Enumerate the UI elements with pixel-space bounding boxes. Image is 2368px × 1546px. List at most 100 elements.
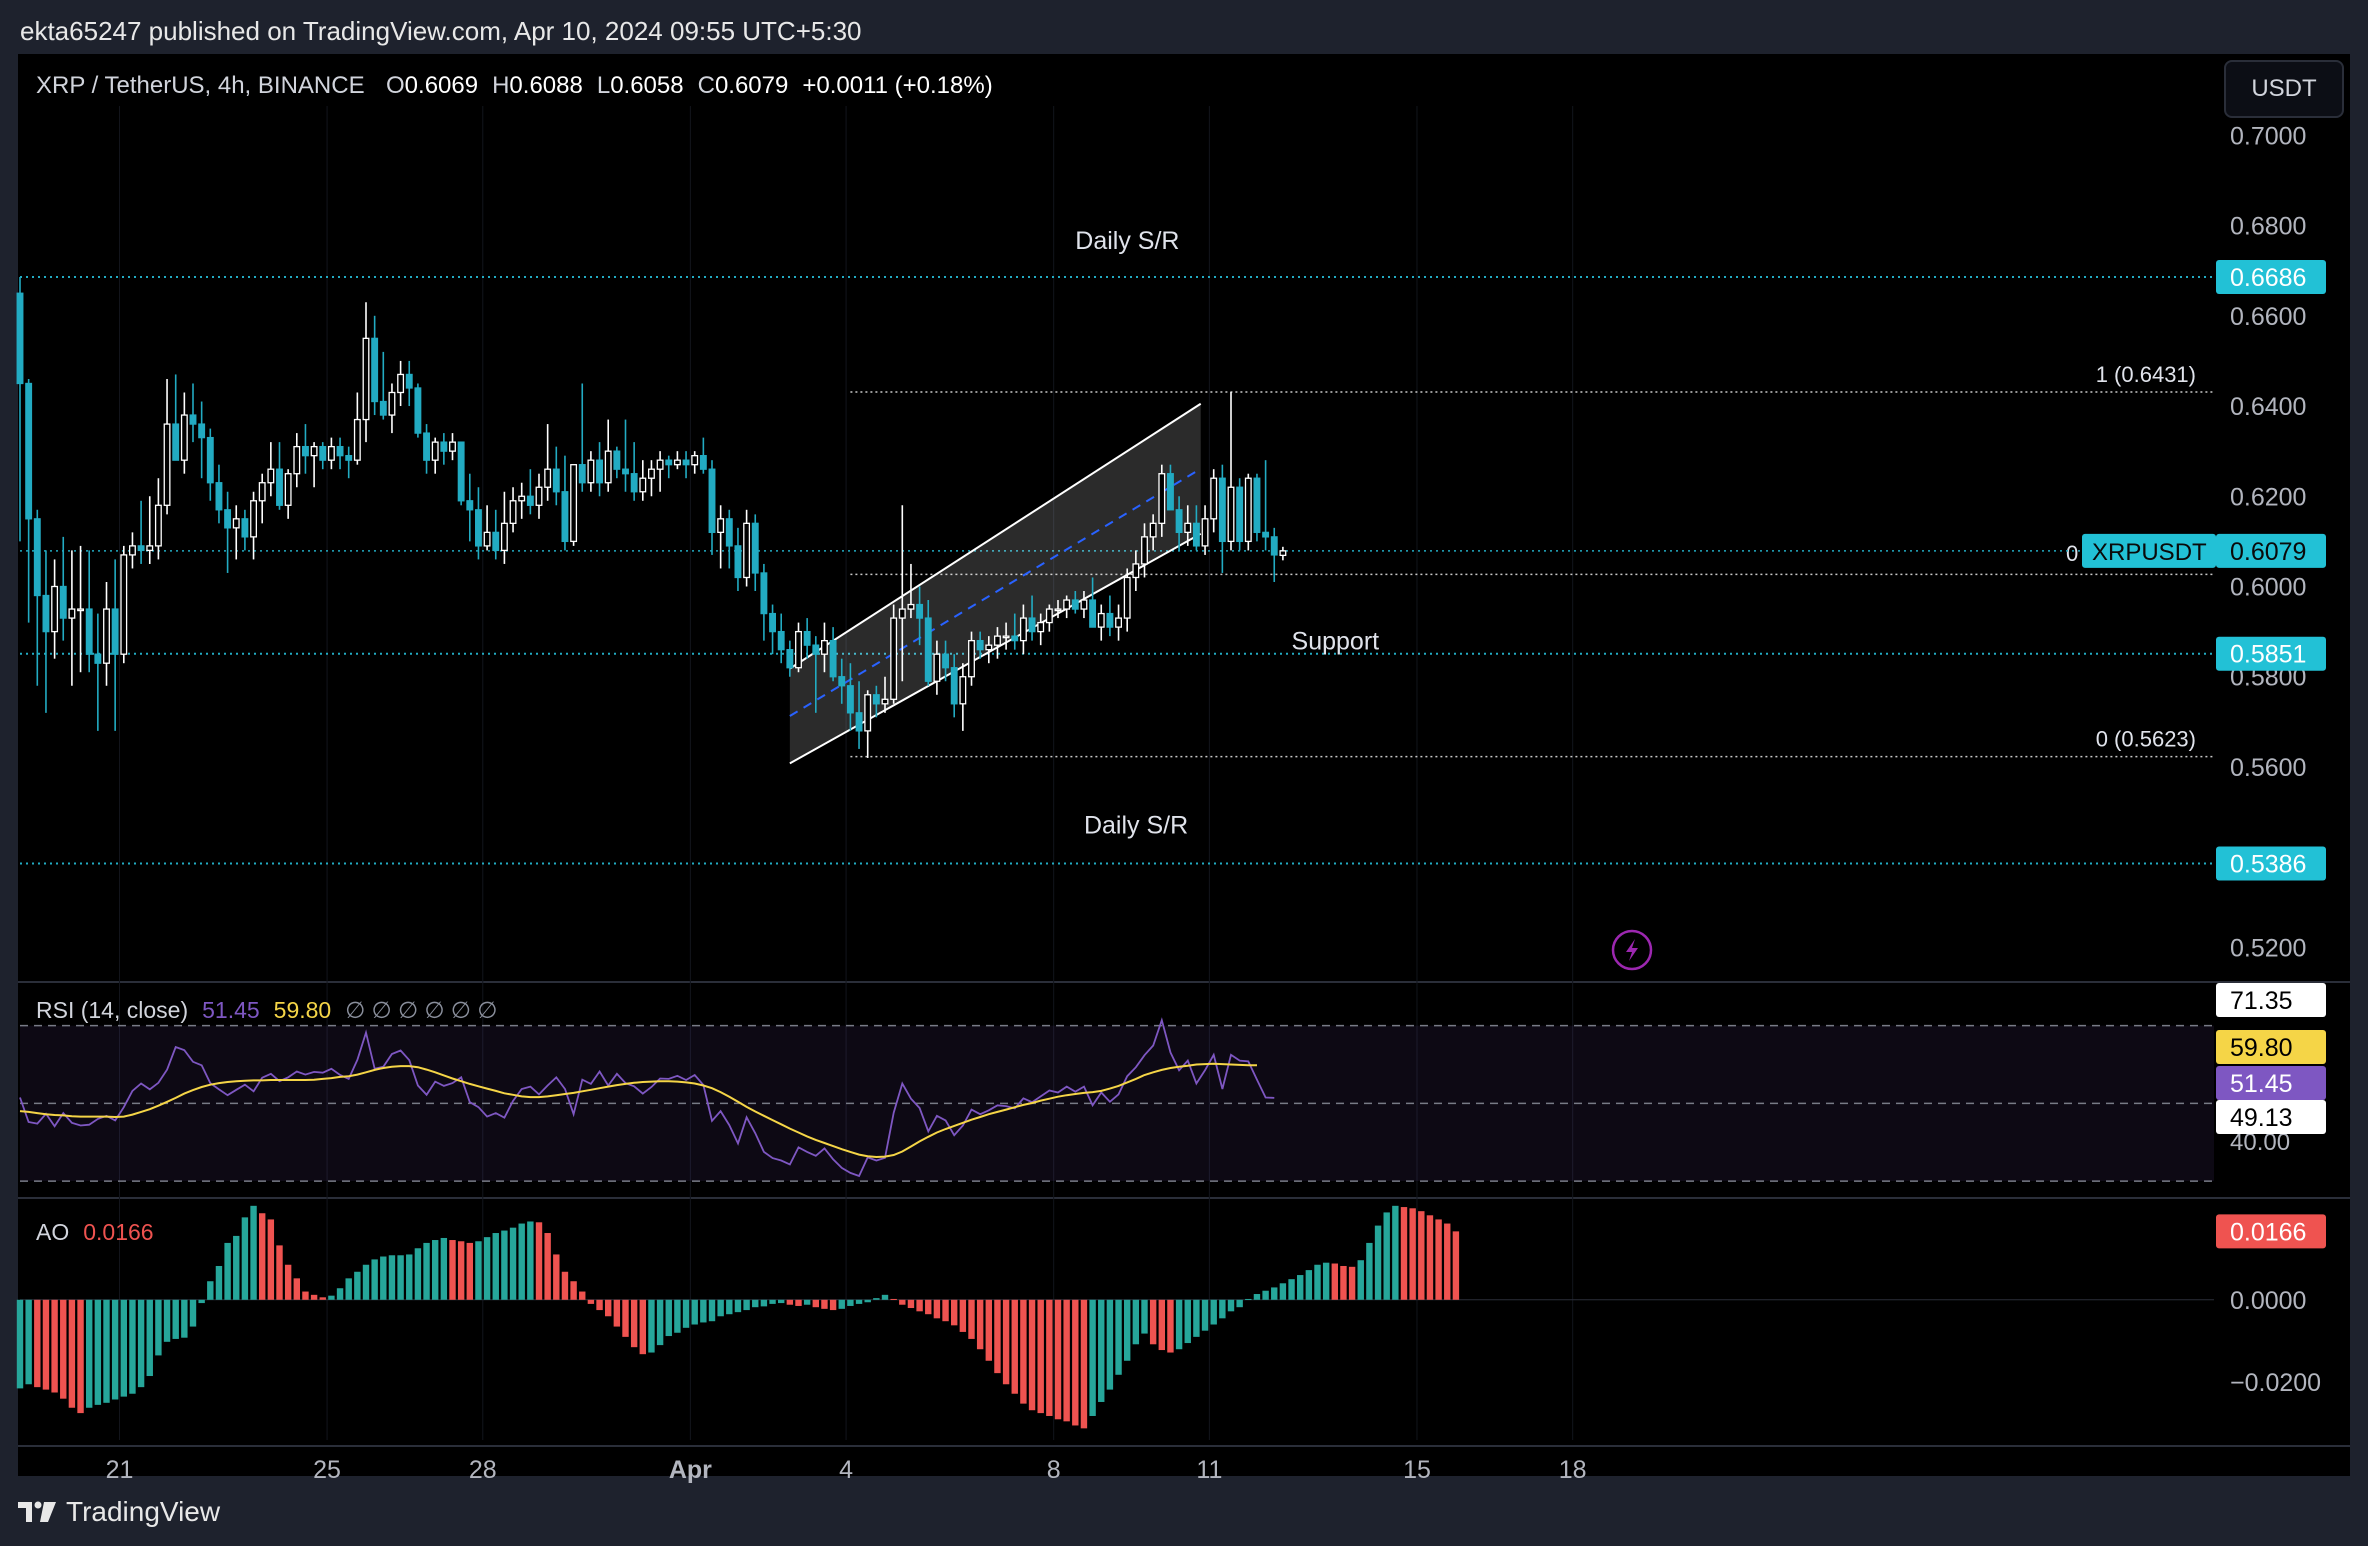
candle-body: [1132, 563, 1140, 579]
sr-note: Daily S/R: [1075, 227, 1179, 255]
ao-bar: [310, 1294, 318, 1300]
time-tick-label: 8: [1047, 1456, 1061, 1484]
ao-bar: [1262, 1290, 1269, 1300]
legend-change: +0.0011 (+0.18%): [802, 72, 992, 99]
candle-body: [154, 504, 162, 547]
ao-bar: [1054, 1299, 1062, 1420]
candle-body: [466, 500, 474, 511]
ao-bar: [881, 1294, 889, 1300]
candle-body: [795, 630, 802, 669]
candle-body: [1071, 599, 1079, 610]
candle-body: [1063, 599, 1071, 610]
candle-body: [1192, 522, 1200, 547]
ao-bar: [561, 1271, 569, 1300]
candle-body: [1218, 477, 1226, 543]
ao-bar: [103, 1299, 110, 1403]
candle-body: [336, 445, 344, 457]
time-tick-label: 11: [1196, 1456, 1222, 1484]
attribution-text: ekta65247 published on TradingView.com, …: [20, 16, 862, 46]
ao-bar: [795, 1299, 802, 1306]
sr-price-badge: [2216, 259, 2326, 294]
candle-body: [77, 608, 84, 612]
ao-bar: [449, 1240, 456, 1300]
ao-bar: [1288, 1279, 1295, 1300]
legend-high-label: H: [492, 72, 509, 99]
brand-text: TradingView: [66, 1496, 221, 1527]
ao-bar: [1028, 1299, 1036, 1411]
symbol-badge-label: XRPUSDT: [2092, 539, 2207, 566]
currency-button[interactable]: USDT: [2224, 60, 2344, 118]
legend-high: 0.6088: [509, 72, 582, 99]
ao-bar: [51, 1299, 58, 1393]
candle-body: [864, 694, 872, 732]
ao-bar: [847, 1299, 854, 1306]
candle-body: [1011, 635, 1019, 642]
candle-body: [898, 608, 906, 619]
tradingview-brand[interactable]: TradingView: [18, 1496, 220, 1528]
ao-bar: [665, 1299, 672, 1337]
candle-body: [1201, 518, 1209, 547]
ao-bar: [181, 1299, 188, 1338]
ao-bar: [1115, 1299, 1122, 1375]
legend-open: 0.6069: [405, 72, 478, 99]
ao-bar: [994, 1299, 1001, 1374]
candle-body: [656, 459, 664, 470]
ao-tick-label: −0.0200: [2230, 1369, 2321, 1397]
sr-price-badge: [2216, 636, 2326, 671]
ao-bar: [388, 1255, 396, 1300]
ao-bar: [821, 1299, 828, 1309]
ao-bar: [864, 1299, 871, 1303]
ao-bar: [1046, 1299, 1053, 1416]
candle-body: [500, 522, 508, 552]
ao-bar: [120, 1299, 127, 1397]
ao-bar: [1193, 1299, 1200, 1337]
ao-bar: [371, 1259, 378, 1300]
candle-body: [544, 468, 552, 488]
ao-bar: [172, 1299, 179, 1339]
candle-body: [1253, 477, 1261, 534]
ao-legend: AO 0.0166: [36, 1219, 154, 1245]
candle-body: [872, 694, 880, 705]
ao-bar: [68, 1299, 76, 1408]
candle-body: [769, 612, 776, 633]
candle-body: [838, 676, 846, 687]
candle-body: [526, 495, 534, 506]
ao-bar: [293, 1278, 300, 1300]
ao-bar: [1331, 1263, 1338, 1300]
candle-body: [648, 468, 655, 479]
sr-price-badge: [2216, 846, 2326, 881]
candle-body: [397, 373, 405, 394]
legend-close-label: C: [698, 72, 715, 99]
ao-bar: [933, 1299, 941, 1319]
candle-body: [1115, 617, 1122, 628]
candle-body: [1158, 473, 1166, 524]
candle-body: [751, 522, 759, 574]
rsi-value: 51.45: [202, 997, 260, 1023]
ao-bar: [406, 1254, 413, 1300]
legend-close: 0.6079: [715, 72, 788, 99]
ao-bar: [1149, 1299, 1157, 1345]
candle-body: [180, 414, 188, 461]
time-tick-label: 25: [313, 1456, 341, 1484]
candle-body: [1106, 612, 1114, 628]
ao-bar: [1435, 1219, 1442, 1300]
ao-bar: [250, 1205, 257, 1300]
ao-bar: [959, 1299, 967, 1332]
ao-bar: [1245, 1298, 1252, 1300]
candle-body: [250, 500, 257, 538]
ao-bar: [60, 1299, 67, 1399]
candle-body: [829, 639, 837, 678]
ao-bar: [518, 1223, 525, 1300]
ao-bar: [769, 1299, 776, 1304]
price-tick-label: 0.6400: [2230, 393, 2306, 421]
price-tick-label: 0.6600: [2230, 303, 2306, 331]
lightning-icon[interactable]: [1611, 929, 1653, 971]
candle-body: [622, 468, 629, 475]
candle-body: [846, 685, 854, 714]
candle-body: [1175, 509, 1183, 534]
candle-body: [1149, 522, 1157, 538]
candle-body: [699, 455, 707, 470]
ao-bar: [1444, 1223, 1451, 1300]
ao-bar: [475, 1241, 482, 1300]
